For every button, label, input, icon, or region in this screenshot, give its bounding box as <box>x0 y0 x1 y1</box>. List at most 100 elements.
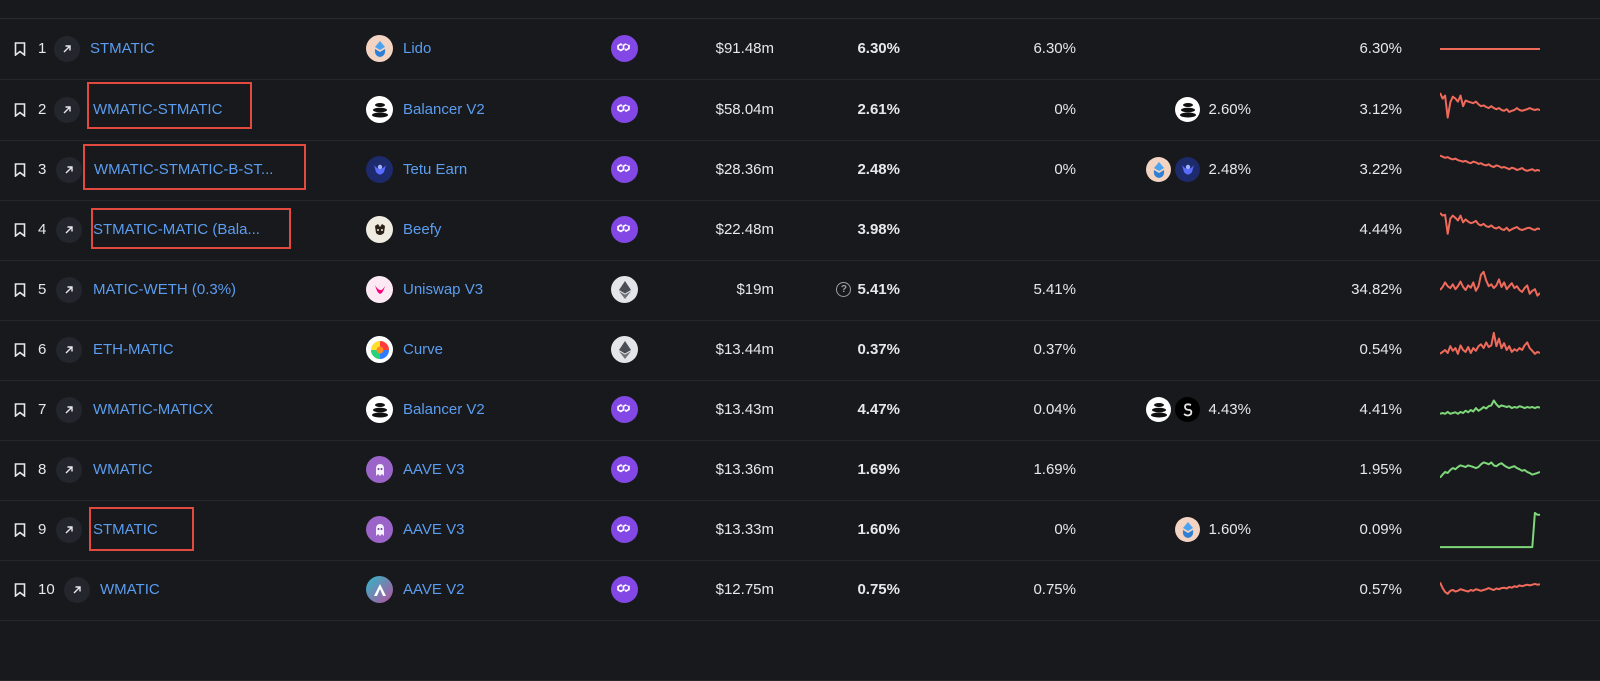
project-link[interactable]: AAVE V3 <box>366 439 464 500</box>
project-link[interactable]: Uniswap V3 <box>366 259 483 320</box>
bookmark-button[interactable] <box>14 439 26 500</box>
polygon-icon <box>611 516 638 543</box>
pool-link[interactable]: STMATIC-MATIC (Bala... <box>93 221 260 238</box>
rank-number: 2 <box>38 101 47 118</box>
rank-number: 10 <box>38 581 55 598</box>
open-pool-button[interactable] <box>56 216 82 243</box>
apy-cell: 2.61% <box>760 79 900 140</box>
project-link[interactable]: Balancer V2 <box>366 79 485 140</box>
rank-number: 4 <box>38 221 47 238</box>
reward-apy-cell: 2.60% <box>1071 79 1251 140</box>
rank-number: 9 <box>38 521 47 538</box>
apy-value: 1.60% <box>857 521 900 538</box>
avg-apy-value: 0.57% <box>1359 581 1402 598</box>
project-link[interactable]: AAVE V2 <box>366 559 464 620</box>
lido-icon <box>366 35 393 62</box>
base-apy-value: 0.75% <box>1033 581 1076 598</box>
bookmark-button[interactable] <box>14 79 26 140</box>
tvl-value: $13.33m <box>715 521 774 538</box>
table-row-partial <box>0 619 1600 681</box>
bookmark-icon <box>14 462 26 477</box>
polygon-icon <box>611 96 638 123</box>
apy-cell: 1.69% <box>760 439 900 500</box>
tvl-value: $58.04m <box>715 101 774 118</box>
bookmark-icon <box>14 41 26 56</box>
reward-apy-cell <box>1071 559 1251 620</box>
reward-apy-cell: 1.60% <box>1071 499 1251 560</box>
project-name: AAVE V3 <box>403 521 465 538</box>
project-link[interactable]: AAVE V3 <box>366 499 464 560</box>
reward-apy-value: 4.43% <box>1208 401 1251 418</box>
bookmark-icon <box>14 102 26 117</box>
avg-apy-value: 34.82% <box>1351 281 1402 298</box>
table-row: 4 STMATIC-MATIC (Bala... Beefy $22.48m 3.98%… <box>0 199 1600 261</box>
project-link[interactable]: Beefy <box>366 199 441 260</box>
open-pool-button[interactable] <box>56 336 82 363</box>
rank-number: 8 <box>38 461 47 478</box>
apy-cell: 1.60% <box>760 499 900 560</box>
open-pool-button[interactable] <box>56 276 82 303</box>
bookmark-button[interactable] <box>14 379 26 440</box>
bookmark-button[interactable] <box>14 319 26 380</box>
apy-sparkline <box>1440 439 1540 500</box>
pool-link[interactable]: WMATIC-MATICX <box>93 401 214 418</box>
polygon-icon <box>611 456 638 483</box>
lido-icon <box>1146 157 1172 182</box>
bookmark-icon <box>14 522 26 537</box>
pool-link[interactable]: MATIC-WETH (0.3%) <box>93 281 237 298</box>
apy-value: 5.41% <box>857 281 900 298</box>
open-pool-button[interactable] <box>54 96 80 123</box>
arrow-up-right-icon <box>65 285 73 293</box>
pool-link[interactable]: STMATIC <box>93 521 158 538</box>
bookmark-button[interactable] <box>14 559 26 620</box>
apy-cell: 6.30% <box>760 18 900 79</box>
bookmark-button[interactable] <box>14 139 26 200</box>
project-link[interactable]: Curve <box>366 319 443 380</box>
apy-value: 0.75% <box>857 581 900 598</box>
arrow-up-right-icon <box>63 44 71 52</box>
polygon-icon <box>611 35 638 62</box>
project-link[interactable]: Balancer V2 <box>366 379 485 440</box>
open-pool-button[interactable] <box>56 156 82 183</box>
question-icon[interactable]: ? <box>836 282 852 297</box>
apy-value: 0.37% <box>857 341 900 358</box>
bookmark-button[interactable] <box>14 18 26 79</box>
base-apy-value: 0.37% <box>1033 341 1076 358</box>
apy-cell: 3.98% <box>760 199 900 260</box>
project-link[interactable]: Lido <box>366 18 431 79</box>
bookmark-icon <box>14 582 26 597</box>
apy-value: 4.47% <box>857 401 900 418</box>
tvl-value: $22.48m <box>715 221 774 238</box>
arrow-up-right-icon <box>65 225 73 233</box>
pool-link[interactable]: STMATIC <box>90 40 155 57</box>
bookmark-button[interactable] <box>14 259 26 320</box>
stader-icon <box>1175 397 1201 422</box>
apy-sparkline <box>1440 79 1540 140</box>
table-row: 3 WMATIC-STMATIC-B-ST... Tetu Earn $28.36m 2… <box>0 139 1600 201</box>
apy-cell: ? 5.41% <box>760 259 900 320</box>
project-name: AAVE V2 <box>403 581 465 598</box>
pool-link[interactable]: WMATIC-STMATIC-B-ST... <box>94 161 274 178</box>
bookmark-button[interactable] <box>14 199 26 260</box>
apy-value: 3.98% <box>857 221 900 238</box>
open-pool-button[interactable] <box>56 516 82 543</box>
open-pool-button[interactable] <box>54 35 80 62</box>
project-link[interactable]: Tetu Earn <box>366 139 467 200</box>
apy-sparkline <box>1440 18 1540 79</box>
apy-sparkline <box>1440 139 1540 200</box>
ethereum-icon <box>611 276 638 303</box>
open-pool-button[interactable] <box>64 576 90 603</box>
arrow-up-right-icon <box>65 465 73 473</box>
pool-link[interactable]: WMATIC <box>93 461 153 478</box>
balancer-icon <box>1146 397 1172 422</box>
open-pool-button[interactable] <box>56 396 82 423</box>
arrow-up-right-icon <box>65 525 73 533</box>
reward-apy-cell <box>1071 439 1251 500</box>
open-pool-button[interactable] <box>56 456 82 483</box>
bookmark-icon <box>14 282 26 297</box>
bookmark-button[interactable] <box>14 499 26 560</box>
pool-link[interactable]: ETH-MATIC <box>93 341 174 358</box>
pool-link[interactable]: WMATIC-STMATIC <box>93 101 223 118</box>
pool-link[interactable]: WMATIC <box>100 581 160 598</box>
avg-apy-value: 3.12% <box>1359 101 1402 118</box>
